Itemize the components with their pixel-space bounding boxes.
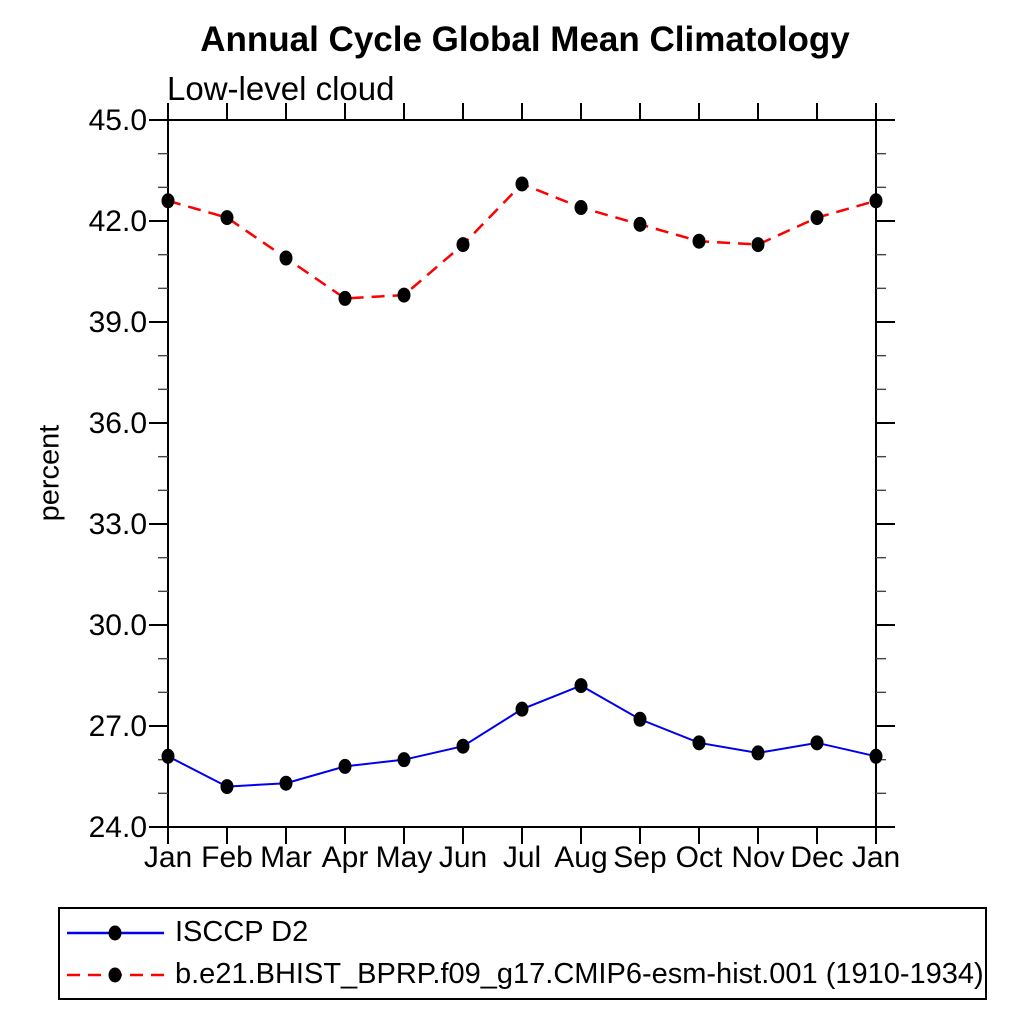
y-axis-minor-ticks <box>158 152 886 795</box>
svg-text:Apr: Apr <box>322 841 369 874</box>
chart-title: Annual Cycle Global Mean Climatology <box>200 20 850 59</box>
svg-text:Oct: Oct <box>676 841 723 874</box>
svg-text:24.0: 24.0 <box>89 811 147 844</box>
svg-text:45.0: 45.0 <box>89 104 147 137</box>
svg-text:May: May <box>376 841 433 874</box>
series-markers-0 <box>161 678 883 795</box>
legend-box: ISCCP D2 b.e21.BHIST_BPRP.f09_g17.CMIP6-… <box>58 907 987 1000</box>
chart-subtitle: Low-level cloud <box>167 70 395 107</box>
legend-swatch-solid-line <box>67 925 164 940</box>
svg-text:Mar: Mar <box>260 841 312 874</box>
svg-text:42.0: 42.0 <box>89 205 147 238</box>
legend-swatch-dashed-line <box>67 967 164 982</box>
legend-marker-dot <box>108 967 122 982</box>
svg-text:Jul: Jul <box>503 841 541 874</box>
plot-frame <box>167 119 877 828</box>
svg-text:Jan: Jan <box>144 841 192 874</box>
y-axis-major-ticks <box>149 119 895 828</box>
svg-text:Feb: Feb <box>201 841 253 874</box>
svg-text:Jun: Jun <box>439 841 487 874</box>
legend-entry-isccp: ISCCP D2 <box>60 912 985 954</box>
x-axis-tick-labels: Jan Feb Mar Apr May Jun Jul Aug Sep Oct Nov Dec Jan <box>144 841 900 874</box>
legend-label-isccp: ISCCP D2 <box>175 916 309 948</box>
legend-entry-model: b.e21.BHIST_BPRP.f09_g17.CMIP6-esm-hist.… <box>60 954 985 996</box>
svg-text:Aug: Aug <box>554 841 607 874</box>
svg-text:33.0: 33.0 <box>89 508 147 541</box>
series-line-1 <box>167 182 877 300</box>
svg-text:36.0: 36.0 <box>89 407 147 440</box>
series-markers-1 <box>161 176 883 306</box>
legend-marker-dot <box>108 925 122 940</box>
series-line-0 <box>167 684 877 788</box>
svg-text:39.0: 39.0 <box>89 306 147 339</box>
x-axis-ticks <box>167 103 877 844</box>
svg-text:Jan: Jan <box>852 841 900 874</box>
svg-text:30.0: 30.0 <box>89 609 147 642</box>
svg-text:Nov: Nov <box>731 841 784 874</box>
svg-text:Dec: Dec <box>790 841 843 874</box>
y-axis-tick-labels: 24.0 27.0 30.0 33.0 36.0 39.0 42.0 45.0 <box>89 104 147 844</box>
svg-text:27.0: 27.0 <box>89 710 147 743</box>
svg-text:Sep: Sep <box>613 841 666 874</box>
legend-label-model: b.e21.BHIST_BPRP.f09_g17.CMIP6-esm-hist.… <box>175 958 984 990</box>
